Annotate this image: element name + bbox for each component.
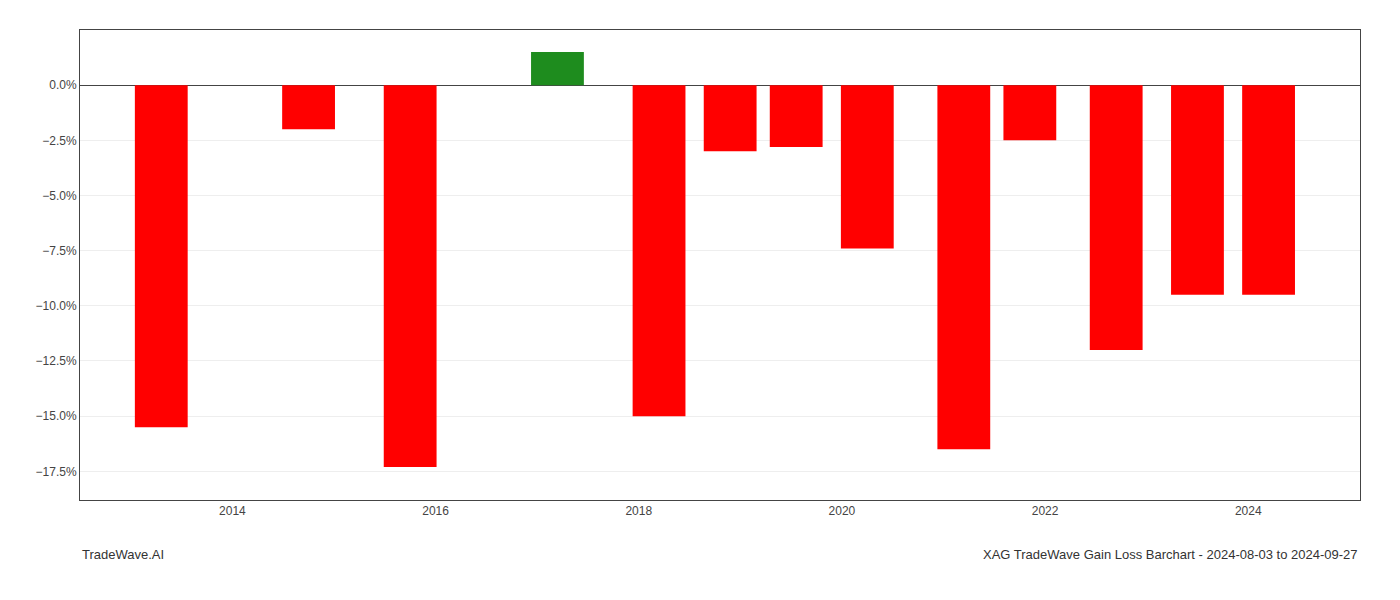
svg-text:2014: 2014 bbox=[219, 504, 246, 518]
svg-text:−17.5%: −17.5% bbox=[36, 465, 77, 479]
svg-text:−10.0%: −10.0% bbox=[36, 299, 77, 313]
svg-text:2016: 2016 bbox=[422, 504, 449, 518]
svg-text:2020: 2020 bbox=[829, 504, 856, 518]
svg-text:2018: 2018 bbox=[625, 504, 652, 518]
svg-text:2022: 2022 bbox=[1032, 504, 1059, 518]
svg-text:−5.0%: −5.0% bbox=[42, 189, 77, 203]
svg-text:0.0%: 0.0% bbox=[49, 78, 77, 92]
svg-text:−12.5%: −12.5% bbox=[36, 354, 77, 368]
svg-text:−7.5%: −7.5% bbox=[42, 244, 77, 258]
svg-text:−2.5%: −2.5% bbox=[42, 134, 77, 148]
svg-text:XAG TradeWave Gain Loss Barcha: XAG TradeWave Gain Loss Barchart - 2024-… bbox=[983, 547, 1358, 562]
svg-text:−15.0%: −15.0% bbox=[36, 409, 77, 423]
svg-text:TradeWave.AI: TradeWave.AI bbox=[82, 547, 164, 562]
svg-text:2024: 2024 bbox=[1235, 504, 1262, 518]
